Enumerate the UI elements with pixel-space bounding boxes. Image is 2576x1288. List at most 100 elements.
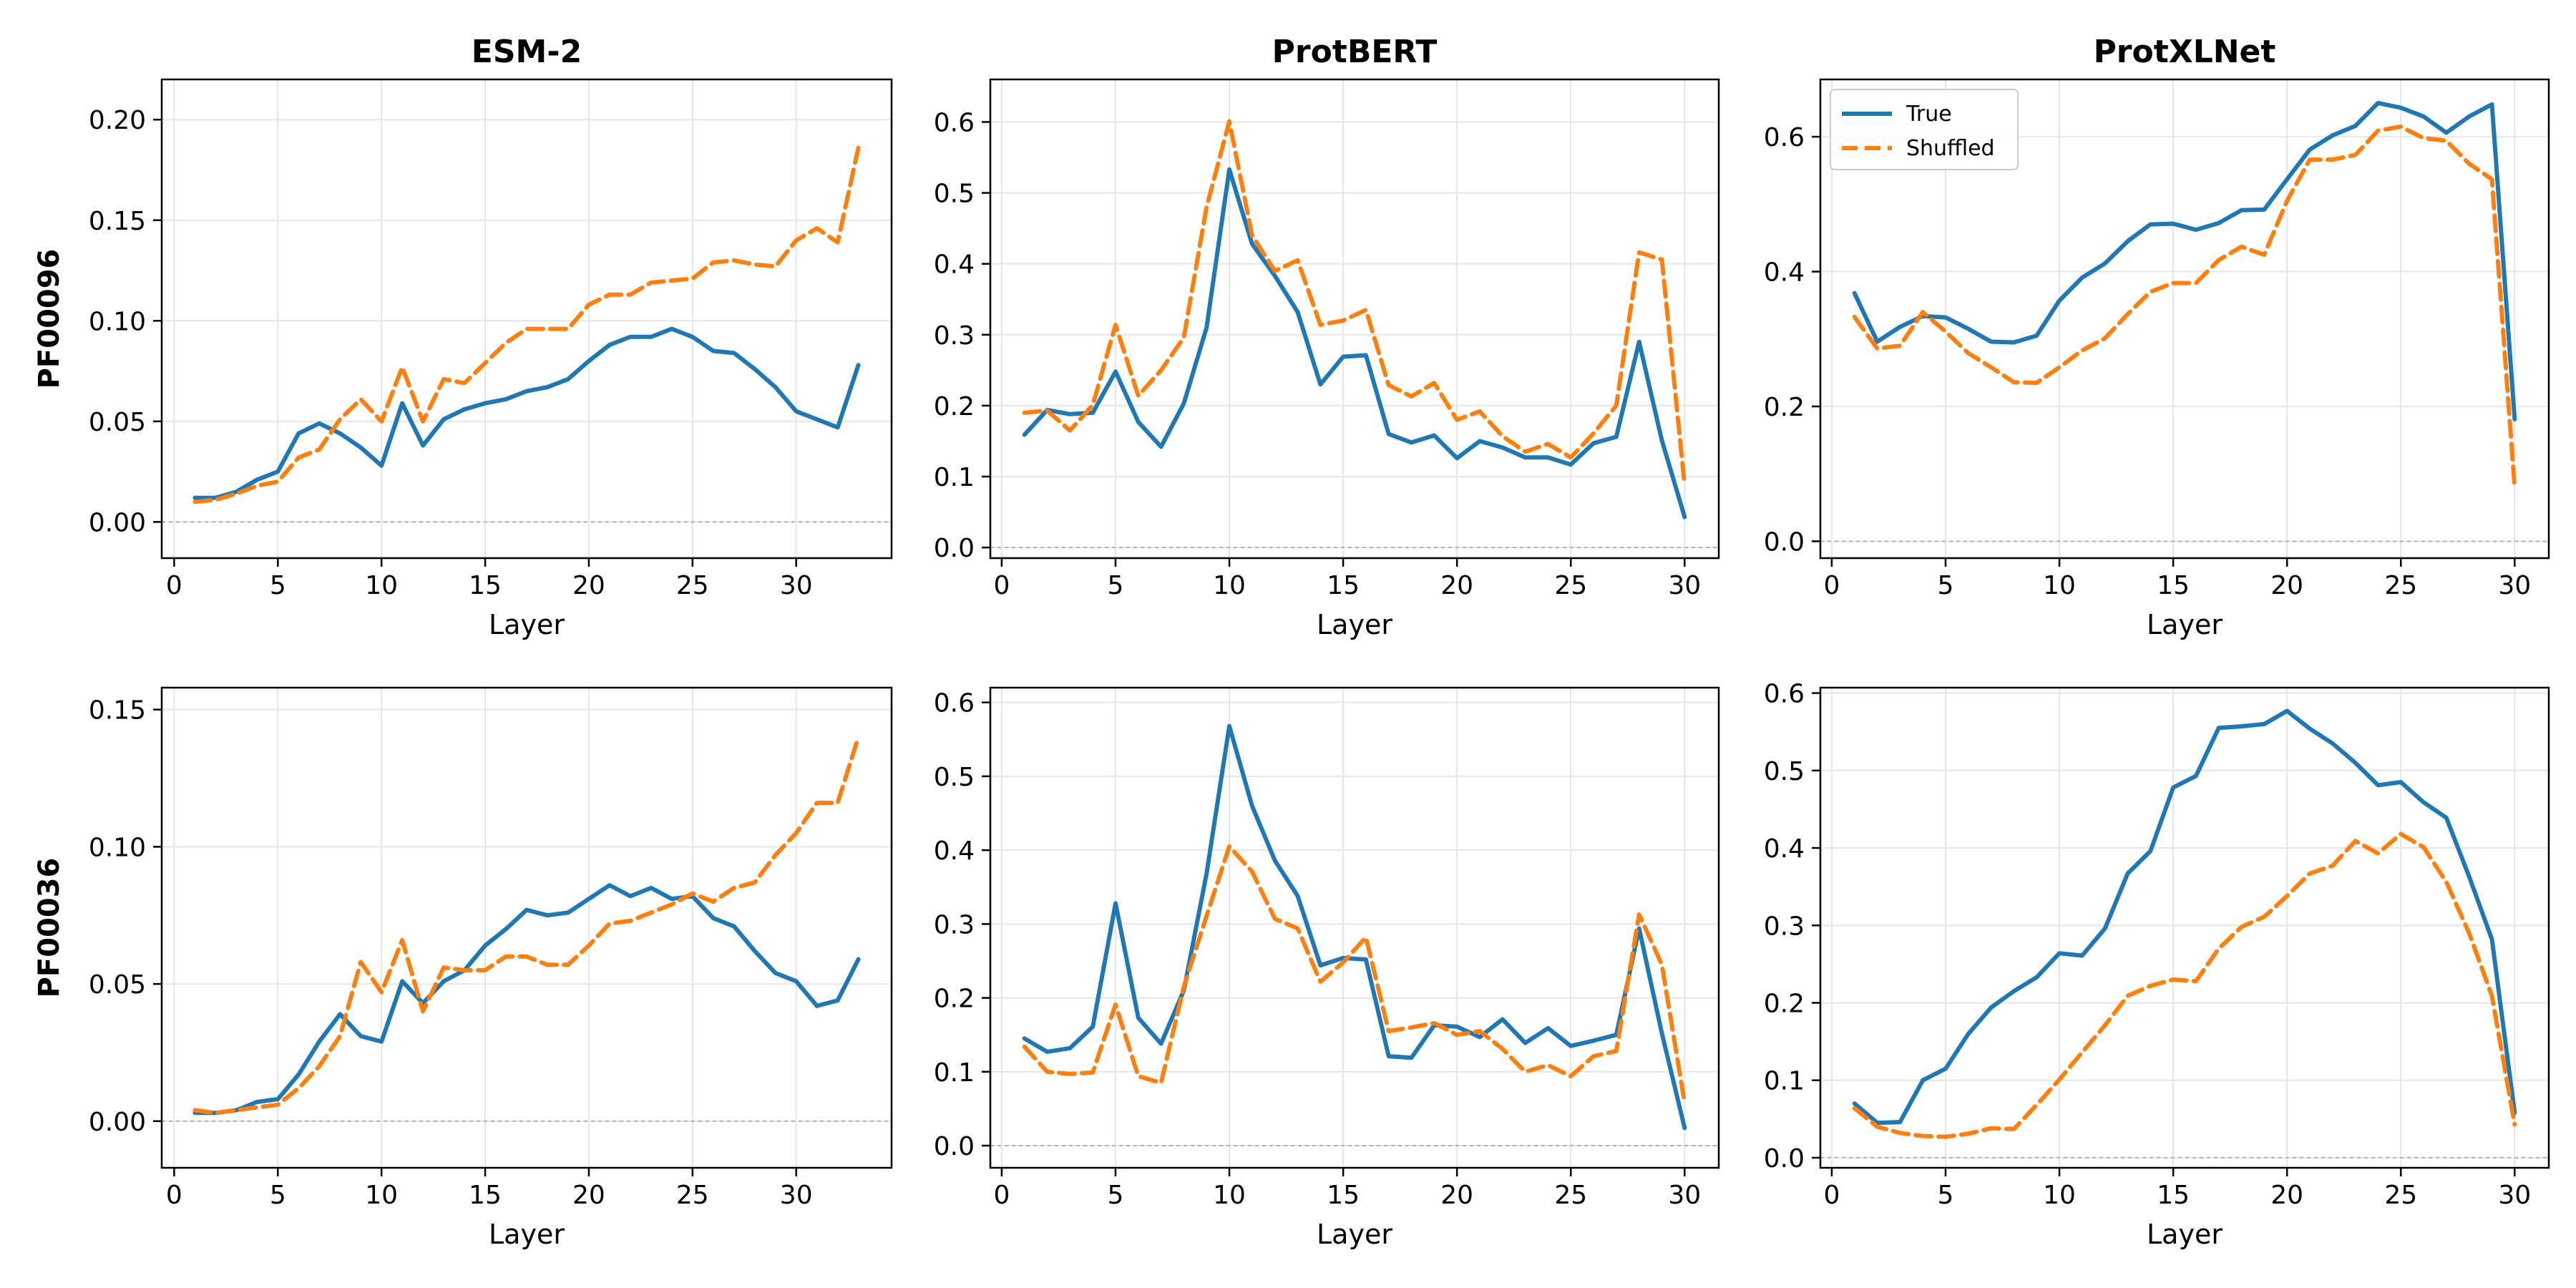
y-tick-label: 0.2 <box>934 392 975 421</box>
series-line-true <box>1852 101 2517 421</box>
x-tick-label: 15 <box>1327 1181 1360 1210</box>
x-tick-label: 10 <box>1213 1181 1246 1210</box>
legend: True Shuffled <box>1830 89 2019 170</box>
x-tick-label: 30 <box>780 571 813 600</box>
y-tick-label: 0.0 <box>1764 527 1805 557</box>
panel-title: ESM-2 <box>472 34 582 70</box>
legend-label-true: True <box>1906 102 1952 127</box>
y-tick-label: 0.00 <box>89 1108 146 1137</box>
panel-3: 0 5 10 15 20 25 30 0.0 0.2 0.4 0.6 Layer ProtXLNet Tr… <box>1764 34 2550 640</box>
y-tick-label: 0.20 <box>89 106 146 135</box>
axes-frame <box>1819 686 2550 1169</box>
x-axis-label: Layer <box>2147 609 2223 640</box>
x-tick-label: 30 <box>1668 571 1701 600</box>
x-tick-label: 25 <box>1554 571 1587 600</box>
axes-frame <box>160 686 893 1169</box>
x-tick-label: 20 <box>2270 1181 2303 1210</box>
x-tick-label: 15 <box>2157 571 2190 600</box>
y-tick-label: 0.1 <box>934 1058 975 1088</box>
panel-title: ProtXLNet <box>2094 34 2276 70</box>
legend-label-shuffled: Shuffled <box>1906 136 1995 161</box>
series-line-shuffled <box>1022 119 1687 487</box>
series-line-true <box>1022 723 1687 1131</box>
x-tick-label: 5 <box>1938 571 1954 600</box>
y-tick-label: 0.0 <box>934 1132 975 1161</box>
axes-frame <box>160 78 893 560</box>
x-tick-label: 5 <box>270 1181 286 1210</box>
x-tick-label: 0 <box>166 1181 182 1210</box>
x-tick-label: 0 <box>1823 1181 1840 1210</box>
x-tick-label: 25 <box>2384 571 2417 600</box>
x-tick-label: 5 <box>1938 1181 1954 1210</box>
series-line-shuffled <box>1852 831 2517 1139</box>
x-axis-label: Layer <box>1317 609 1392 640</box>
x-tick-label: 30 <box>1668 1181 1701 1210</box>
x-tick-label: 20 <box>572 1181 605 1210</box>
x-tick-label: 15 <box>469 571 502 600</box>
x-axis-label: Layer <box>2147 1219 2223 1250</box>
y-tick-label: 0.1 <box>1764 1067 1805 1096</box>
y-tick-label: 0.10 <box>89 307 146 336</box>
x-tick-label: 10 <box>365 1181 398 1210</box>
y-tick-label: 0.6 <box>934 108 975 137</box>
x-tick-label: 20 <box>1440 571 1473 600</box>
x-tick-label: 30 <box>2498 571 2531 600</box>
y-tick-label: 0.2 <box>1764 393 1805 422</box>
axes-frame <box>989 78 1720 560</box>
series-line-shuffled <box>192 145 861 504</box>
panel-2: 0 5 10 15 20 25 30 0.0 0.1 0.2 0.3 0.4 0.5 0.6 Layer Pr… <box>934 34 1720 640</box>
x-tick-label: 0 <box>166 571 182 600</box>
panel-1: 0 5 10 15 20 25 30 0.00 0.05 0.10 0.15 0.20 Layer ESM… <box>33 34 893 640</box>
y-tick-label: 0.00 <box>89 508 146 537</box>
y-tick-label: 0.0 <box>934 534 975 563</box>
panel-5: 0 5 10 15 20 25 30 0.0 0.1 0.2 0.3 0.4 0.5 0.6 Layer <box>934 686 1720 1250</box>
y-tick-label: 0.1 <box>934 463 975 492</box>
row-label: PF00036 <box>33 858 66 998</box>
y-tick-label: 0.5 <box>934 763 975 792</box>
x-tick-label: 25 <box>676 571 709 600</box>
y-tick-label: 0.3 <box>934 321 975 351</box>
y-tick-label: 0.6 <box>1764 680 1805 709</box>
x-tick-label: 25 <box>2384 1181 2417 1210</box>
x-tick-label: 25 <box>1554 1181 1587 1210</box>
x-tick-label: 20 <box>572 571 605 600</box>
y-tick-label: 0.0 <box>1764 1144 1805 1174</box>
series-line-true <box>1852 708 2517 1126</box>
x-tick-label: 10 <box>2043 1181 2076 1210</box>
series-line-shuffled <box>1852 125 2517 490</box>
x-tick-label: 15 <box>1327 571 1360 600</box>
x-tick-label: 20 <box>1440 1181 1473 1210</box>
x-tick-label: 30 <box>780 1181 813 1210</box>
x-axis-label: Layer <box>489 609 565 640</box>
y-tick-label: 0.15 <box>89 696 146 726</box>
axes-frame <box>1819 78 2550 560</box>
x-tick-label: 5 <box>270 571 286 600</box>
x-tick-label: 20 <box>2270 571 2303 600</box>
series-line-true <box>192 326 861 500</box>
x-tick-label: 10 <box>365 571 398 600</box>
y-tick-label: 0.6 <box>934 689 975 718</box>
y-tick-label: 0.4 <box>1764 834 1805 864</box>
row-label: PF00096 <box>33 249 66 389</box>
panel-4: 0 5 10 15 20 25 30 0.00 0.05 0.10 0.15 Layer PF00036 <box>33 686 893 1250</box>
x-tick-label: 5 <box>1108 1181 1124 1210</box>
y-tick-label: 0.5 <box>934 180 975 209</box>
x-tick-label: 5 <box>1108 571 1124 600</box>
panel-title: ProtBERT <box>1272 34 1438 70</box>
y-tick-label: 0.2 <box>1764 989 1805 1018</box>
y-tick-label: 0.4 <box>1764 258 1805 288</box>
y-tick-label: 0.4 <box>934 836 975 866</box>
x-tick-label: 0 <box>993 571 1010 600</box>
series-line-true <box>192 883 861 1116</box>
x-tick-label: 15 <box>469 1181 502 1210</box>
y-tick-label: 0.3 <box>1764 912 1805 941</box>
x-axis-label: Layer <box>1317 1219 1392 1250</box>
series-line-shuffled <box>1022 844 1687 1106</box>
x-tick-label: 25 <box>676 1181 709 1210</box>
y-tick-label: 0.6 <box>1764 123 1805 152</box>
series-line-true <box>1022 167 1687 519</box>
x-tick-label: 10 <box>2043 571 2076 600</box>
panel-6: 0 5 10 15 20 25 30 0.0 0.1 0.2 0.3 0.4 0.5 0.6 Layer <box>1764 680 2550 1250</box>
series-line-shuffled <box>192 735 861 1116</box>
